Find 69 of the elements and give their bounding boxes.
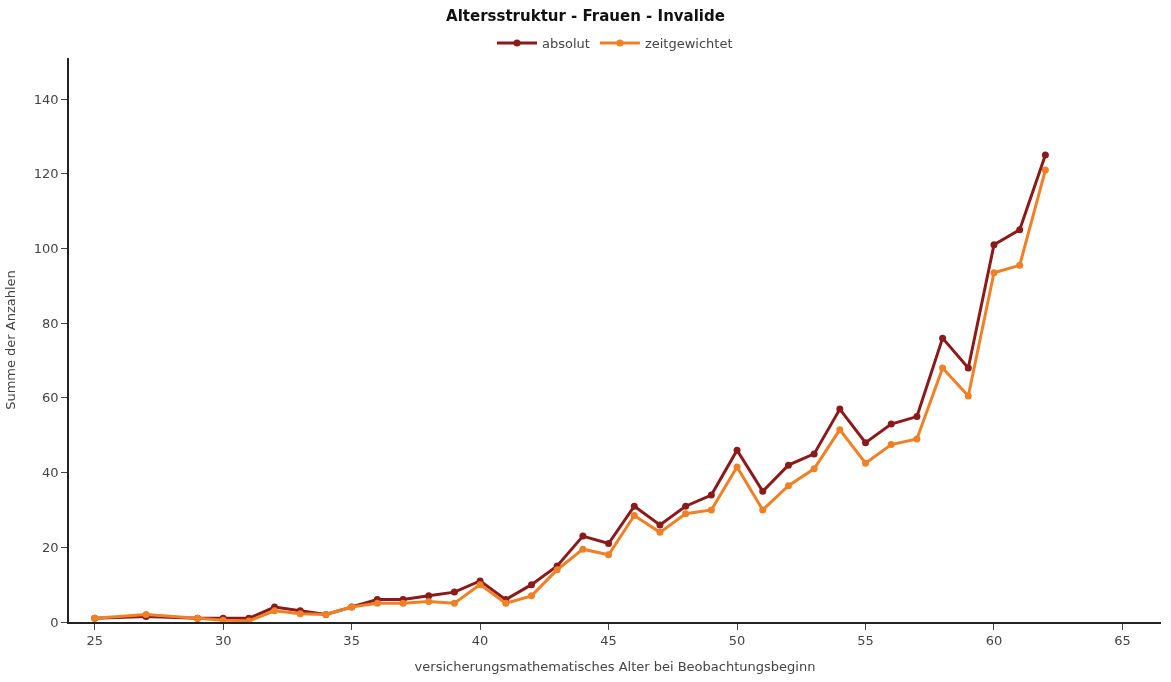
x-tick-label: 25 [86, 633, 103, 649]
point [862, 439, 870, 447]
point [784, 461, 792, 469]
point [887, 420, 895, 428]
point [913, 413, 921, 421]
x-tick-label: 55 [857, 633, 874, 649]
legend-label: absolut [542, 36, 590, 52]
legend-label: zeitgewichtet [644, 36, 733, 52]
x-tick-label: 45 [600, 633, 617, 649]
point [527, 592, 535, 600]
point [1016, 226, 1024, 234]
point [425, 597, 433, 605]
point [913, 435, 921, 443]
y-tick-label: 20 [42, 539, 59, 555]
point [810, 465, 818, 473]
x-tick-label: 65 [1114, 633, 1131, 649]
point [707, 491, 715, 499]
point [450, 599, 458, 607]
point [784, 482, 792, 490]
point [939, 334, 947, 342]
point [810, 450, 818, 458]
point [271, 607, 279, 615]
point [553, 566, 561, 574]
x-axis-title: versicherungsmathematisches Alter bei Beobachtungsbeginn [414, 659, 816, 675]
x-tick-label: 35 [343, 633, 360, 649]
point [682, 502, 690, 510]
point [476, 581, 484, 589]
point [707, 506, 715, 514]
point [605, 540, 613, 548]
point [1016, 261, 1024, 269]
point [759, 487, 767, 495]
point [964, 364, 972, 372]
point [733, 446, 741, 454]
point [450, 588, 458, 596]
point [964, 392, 972, 400]
point [682, 510, 690, 518]
point [425, 592, 433, 600]
y-tick-label: 0 [50, 614, 59, 630]
point [836, 426, 844, 434]
point [527, 581, 535, 589]
y-tick-label: 140 [33, 91, 59, 107]
x-tick-label: 60 [985, 633, 1003, 649]
point [990, 269, 998, 277]
y-tick-label: 120 [33, 166, 59, 182]
y-tick-label: 60 [42, 390, 59, 406]
y-tick-label: 40 [42, 465, 59, 481]
point [630, 512, 638, 520]
x-tick-label: 30 [214, 633, 232, 649]
point [887, 441, 895, 449]
point [656, 521, 664, 529]
point [1041, 166, 1049, 174]
point [605, 551, 613, 559]
point [990, 241, 998, 249]
chart-title: Altersstruktur - Frauen - Invalide [446, 6, 725, 25]
x-tick-label: 50 [728, 633, 746, 649]
point [939, 364, 947, 372]
point [862, 459, 870, 467]
point [579, 545, 587, 553]
y-tick-label: 100 [33, 241, 59, 257]
y-axis-title: Summe der Anzahlen [3, 270, 19, 410]
y-tick-label: 80 [42, 315, 59, 331]
x-tick-label: 40 [471, 633, 489, 649]
point [579, 532, 587, 540]
point [733, 463, 741, 471]
point [1041, 151, 1049, 159]
point [630, 502, 638, 510]
point [836, 405, 844, 413]
point [759, 506, 767, 514]
point [656, 528, 664, 536]
